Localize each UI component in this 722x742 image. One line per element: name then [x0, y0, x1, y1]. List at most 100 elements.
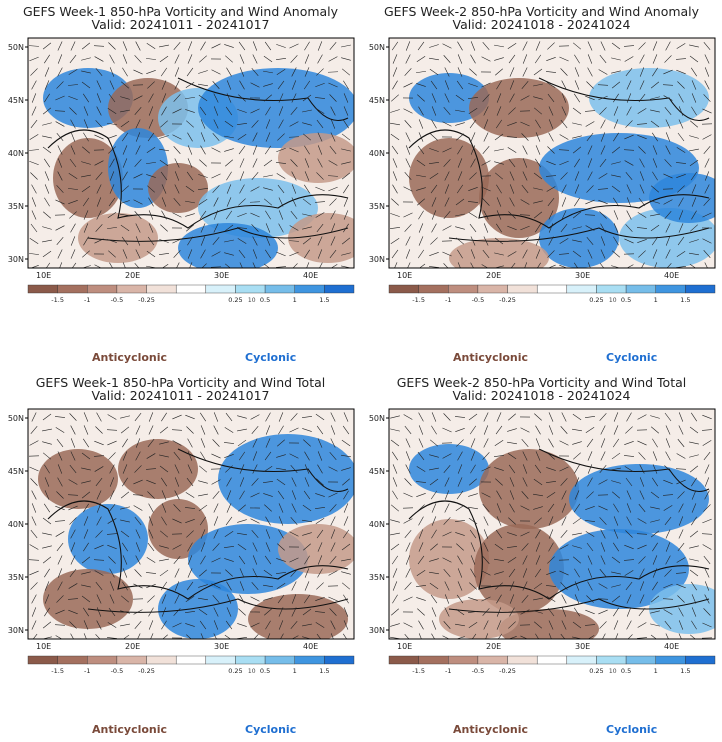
wind-arrow: [546, 186, 556, 192]
wind-arrow: [30, 172, 38, 180]
wind-arrow: [238, 451, 246, 461]
wind-arrow: [108, 503, 116, 513]
wind-arrow: [508, 568, 516, 578]
wind-arrow: [623, 149, 635, 151]
wind-arrow: [496, 93, 502, 103]
wind-arrow: [172, 134, 182, 140]
colorbar-segment: [536, 284, 568, 294]
wind-arrow: [212, 543, 220, 551]
wind-arrow: [496, 503, 502, 513]
colorbar-label: -0.25: [138, 667, 155, 675]
wind-arrow: [495, 68, 503, 76]
wind-arrow: [108, 250, 116, 258]
wind-arrow: [108, 42, 116, 50]
wind-arrow: [278, 503, 284, 513]
vorticity-shade: [479, 158, 559, 238]
wind-arrow: [328, 82, 338, 88]
wind-arrow: [316, 633, 322, 639]
wind-arrow: [417, 94, 425, 102]
wind-arrow: [417, 41, 425, 51]
wind-arrow: [187, 451, 193, 461]
wind-arrow: [68, 479, 78, 485]
wind-arrow: [534, 517, 542, 525]
wind-arrow: [109, 54, 115, 64]
wind-arrow: [508, 636, 517, 639]
panel-title: GEFS Week-2 850-hPa Vorticity and Wind T…: [396, 375, 687, 390]
wind-arrow: [120, 120, 130, 128]
wind-arrow: [626, 106, 632, 116]
wind-arrow: [225, 210, 233, 220]
wind-arrow: [237, 532, 247, 536]
wind-arrow: [494, 172, 504, 180]
wind-arrow: [704, 490, 710, 500]
wind-arrow: [417, 608, 425, 616]
wind-arrow: [57, 581, 63, 591]
wind-arrow: [548, 210, 554, 220]
wind-arrow: [120, 426, 130, 434]
wind-arrow: [29, 253, 39, 255]
wind-arrow: [343, 490, 349, 500]
colorbar-segment: [566, 655, 597, 665]
wind-arrow: [443, 263, 449, 268]
wind-arrow: [507, 441, 517, 445]
colorbar-segment: [685, 284, 716, 294]
wind-arrow: [290, 465, 298, 473]
wind-arrow: [482, 452, 490, 460]
wind-arrow: [483, 438, 489, 448]
wind-arrow: [429, 44, 439, 48]
wind-arrow: [189, 262, 193, 268]
wind-arrow: [44, 607, 50, 617]
wind-arrow: [545, 71, 557, 73]
wind-arrow: [121, 542, 129, 552]
wind-arrow: [428, 266, 440, 268]
wind-arrow: [626, 620, 632, 630]
wind-arrow: [416, 83, 426, 87]
wind-arrow: [289, 453, 299, 459]
wind-arrow: [69, 54, 77, 64]
wind-arrow: [173, 555, 181, 565]
wind-arrow: [264, 94, 272, 102]
wind-arrow: [173, 198, 181, 206]
wind-arrow: [676, 174, 686, 178]
colorbar-segment: [294, 284, 325, 294]
wind-arrow: [676, 583, 686, 589]
wind-arrow: [637, 440, 647, 446]
wind-arrow: [278, 223, 284, 233]
cyclonic-label: Cyclonic: [606, 723, 658, 736]
wind-arrow: [600, 542, 606, 552]
wind-arrow: [342, 633, 348, 639]
wind-arrow: [147, 595, 155, 603]
lon-label: 20E: [486, 271, 501, 280]
wind-arrow: [430, 184, 438, 194]
wind-arrow: [613, 236, 619, 246]
wind-arrow: [54, 416, 66, 418]
anticyclonic-label: Anticyclonic: [92, 351, 168, 364]
wind-arrow: [70, 145, 76, 155]
wind-arrow: [122, 477, 128, 487]
wind-arrow: [599, 413, 607, 421]
wind-arrow: [676, 69, 686, 75]
wind-arrow: [276, 173, 286, 179]
wind-arrow: [265, 542, 271, 552]
wind-arrow: [548, 119, 554, 129]
wind-arrow: [134, 620, 142, 630]
vorticity-shade: [409, 444, 489, 494]
wind-arrow: [187, 249, 193, 259]
lat-label: 40N: [369, 520, 385, 529]
colorbar-segment: [477, 284, 508, 294]
wind-arrow: [431, 607, 437, 617]
wind-arrow: [613, 106, 619, 116]
coastline: [87, 598, 349, 613]
wind-arrow: [548, 620, 554, 630]
wind-arrow: [70, 236, 76, 246]
wind-arrow: [559, 466, 569, 472]
wind-arrow: [148, 197, 154, 207]
wind-arrow: [639, 67, 645, 77]
wind-arrow: [665, 438, 671, 448]
wind-arrow: [455, 122, 465, 126]
wind-arrow: [637, 108, 647, 114]
wind-arrow: [343, 607, 349, 617]
wind-arrow: [547, 452, 555, 460]
wind-arrow: [290, 620, 298, 630]
wind-arrow: [405, 158, 411, 168]
